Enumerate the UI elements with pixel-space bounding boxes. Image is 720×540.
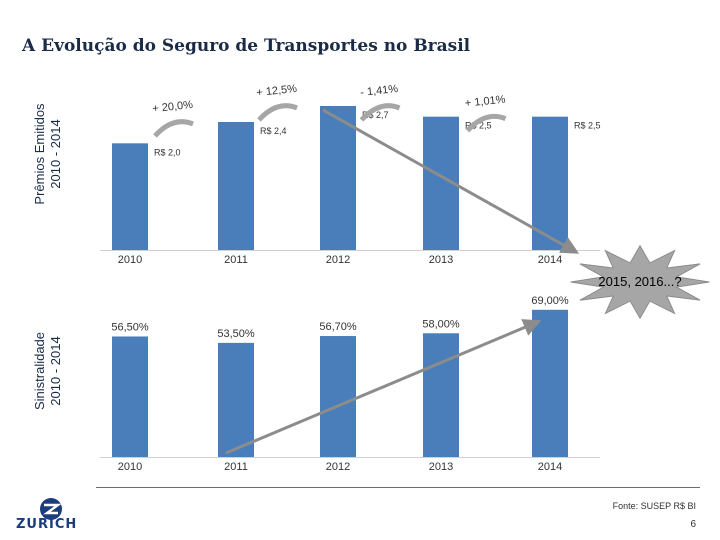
tick-label: 2012 [326, 461, 350, 473]
change-arrow [257, 103, 298, 122]
source-note: Fonte: SUSEP R$ BI [612, 501, 696, 511]
trend-overlay: 2015, 2016...? [225, 108, 710, 455]
bar-2012 [320, 336, 356, 457]
bar-2014 [532, 309, 568, 457]
bar-2011 [218, 122, 254, 250]
bar-2010 [112, 143, 148, 250]
data-label: R$ 2,4 [260, 126, 287, 136]
sinistralidade-chart: 56,50% 2010 53,50% 2011 56,70% 2012 58,00% 2013… [100, 295, 600, 473]
bar-2011 [218, 342, 254, 457]
tick-label: 2011 [224, 254, 248, 266]
data-label: R$ 2,5 [574, 121, 601, 131]
data-label: 56,50% [111, 321, 149, 333]
tick-label: 2010 [118, 461, 142, 473]
page-number: 6 [690, 519, 696, 530]
data-label: 53,50% [217, 328, 255, 340]
bar-2013 [423, 333, 459, 457]
data-label: R$ 2,7 [362, 110, 389, 120]
tick-label: 2014 [538, 461, 562, 473]
change-label: - 1,41% [360, 83, 399, 99]
bar-2010 [112, 336, 148, 457]
logo-text: ZURICH [16, 517, 78, 532]
premios-trend-arrow [322, 108, 580, 254]
data-label: R$ 2,5 [465, 121, 492, 131]
data-label: 56,70% [319, 321, 357, 333]
change-arrow [153, 119, 194, 138]
premios-chart: R$ 2,0 2010 R$ 2,4 2011 R$ 2,7 2012 R$ 2,5 2013… [100, 83, 601, 266]
change-label: + 20,0% [152, 99, 194, 115]
data-label: 69,00% [531, 295, 569, 307]
tick-label: 2011 [224, 461, 248, 473]
footer-divider [96, 487, 700, 488]
data-label: R$ 2,0 [154, 147, 181, 157]
tick-label: 2014 [538, 254, 562, 266]
tick-label: 2010 [118, 254, 142, 266]
change-arrow [359, 103, 401, 122]
tick-label: 2012 [326, 254, 350, 266]
change-label: + 1,01% [464, 94, 506, 110]
bar-2014 [532, 116, 568, 251]
tick-label: 2013 [429, 461, 453, 473]
zurich-logo-icon [40, 498, 62, 520]
change-arrow [465, 113, 507, 133]
change-label: + 12,5% [256, 83, 298, 99]
data-label: 58,00% [422, 318, 460, 330]
page-title: A Evolução do Seguro de Transportes no B… [22, 36, 471, 56]
bar-2012 [320, 106, 356, 250]
tick-label: 2013 [429, 254, 453, 266]
callout-text: 2015, 2016...? [598, 274, 681, 289]
sinistralidade-trend-arrow [225, 319, 542, 455]
callout-burst [570, 244, 710, 320]
